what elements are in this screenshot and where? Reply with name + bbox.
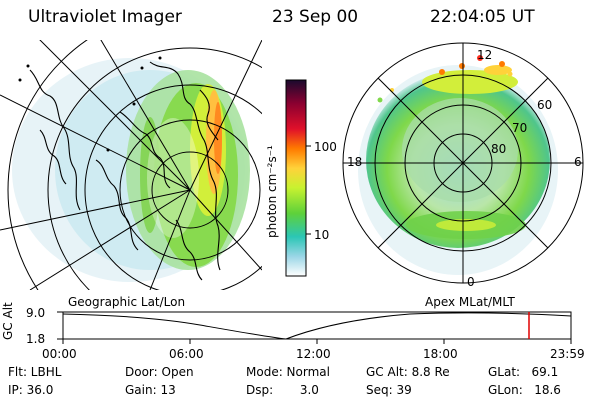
time-tick-2359: 23:59 (550, 347, 585, 361)
x-axis-ticks (62, 339, 572, 344)
coastlines (29, 61, 221, 281)
glon-value: GLon: 18.6 (488, 383, 561, 397)
altitude-axis-label: GC Alt (1, 302, 15, 340)
lat-label-70: 70 (512, 121, 528, 135)
gain-value: Gain: 13 (125, 383, 176, 397)
time-tick-1800: 18:00 (423, 347, 458, 361)
dsp-value: Dsp: 3.0 (246, 383, 319, 397)
date-label: 23 Sep 00 (272, 7, 359, 27)
time-label: 22:04:05 UT (430, 7, 535, 27)
mlt-label-bottom: 0 (467, 275, 475, 289)
mlt-label-top: 12 (477, 48, 493, 62)
glat-value: GLat: 69.1 (488, 365, 559, 379)
seq-value: Seq: 39 (366, 383, 412, 397)
mlt-label-left: 18 (347, 155, 363, 169)
gc-alt-value: GC Alt: 8.8 Re (366, 365, 450, 379)
time-tick-0600: 06:00 (169, 347, 204, 361)
polar-panel (342, 42, 584, 284)
time-tick-1200: 12:00 (296, 347, 331, 361)
colorbar-tick-100: 100 (314, 140, 337, 154)
altitude-plot (57, 311, 572, 344)
mlt-label-right: 6 (574, 155, 582, 169)
geographic-panel (0, 40, 262, 290)
colorbar (285, 79, 311, 277)
right-panel-caption: Apex MLat/MLT (425, 295, 515, 309)
altitude-tick-max: 9.0 (26, 306, 46, 320)
filter-value: Flt: LBHL (8, 365, 62, 379)
auroral-emission-left (12, 58, 250, 282)
altitude-curve (62, 312, 572, 340)
time-tick-0000: 00:00 (42, 347, 77, 361)
lat-label-80: 80 (491, 142, 507, 156)
mode-value: Mode: Normal (246, 365, 330, 379)
geographic-graticule (0, 40, 262, 290)
left-panel-caption: Geographic Lat/Lon (68, 295, 186, 309)
lat-label-60: 60 (537, 98, 553, 112)
door-value: Door: Open (125, 365, 194, 379)
instrument-title: Ultraviolet Imager (28, 7, 182, 27)
ip-value: IP: 36.0 (8, 383, 54, 397)
coast-dots (18, 56, 162, 152)
colorbar-unit-label: photon cm⁻²s⁻¹ (265, 145, 279, 238)
altitude-tick-min: 1.8 (26, 332, 46, 346)
colorbar-tick-10: 10 (314, 228, 330, 242)
polar-grid (342, 42, 584, 284)
